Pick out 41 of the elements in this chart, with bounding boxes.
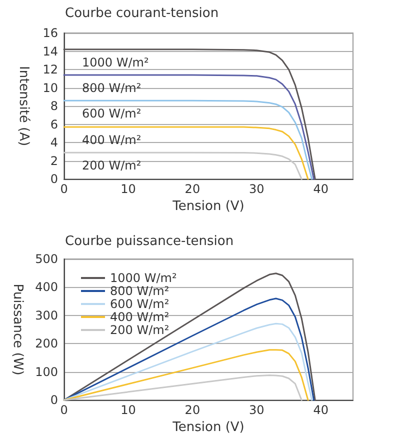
legend-label: 400 W/m²	[110, 310, 170, 324]
x-tick-label: 40	[313, 182, 329, 196]
x-tick-label: 30	[249, 182, 264, 196]
y-tick-label: 300	[35, 308, 58, 322]
chart-title: Courbe puissance-tension	[65, 234, 234, 249]
x-tick-label: 0	[60, 182, 68, 196]
x-tick-label: 30	[249, 403, 264, 418]
y-axis-title: Puissance (W)	[10, 284, 26, 376]
x-tick-label: 10	[120, 182, 136, 196]
x-tick-label: 20	[184, 403, 200, 418]
legend-label: 600 W/m²	[110, 297, 170, 311]
y-axis-title: Intensité (A)	[16, 66, 31, 146]
y-tick-label: 2	[50, 154, 58, 168]
y-tick-label: 12	[42, 62, 58, 77]
chart-title: Courbe courant-tension	[65, 6, 219, 21]
series-label: 200 W/m²	[82, 158, 142, 173]
x-tick-label: 10	[120, 403, 136, 418]
x-axis-title: Tension (V)	[172, 199, 244, 214]
y-tick-label: 400	[35, 280, 58, 294]
y-tick-label: 6	[50, 117, 58, 132]
x-tick-label: 0	[60, 403, 68, 418]
series-label: 400 W/m²	[82, 133, 142, 148]
x-tick-label: 20	[184, 182, 200, 196]
x-tick-label: 40	[313, 403, 329, 418]
legend-label: 200 W/m²	[110, 323, 170, 337]
y-tick-label: 4	[50, 136, 58, 150]
series-label: 600 W/m²	[82, 106, 142, 121]
x-axis-title: Tension (V)	[172, 420, 244, 435]
y-tick-label: 8	[50, 99, 58, 114]
y-tick-label: 0	[50, 393, 58, 408]
y-tick-label: 10	[42, 80, 58, 95]
y-tick-label: 500	[35, 252, 58, 266]
y-tick-label: 100	[35, 364, 58, 379]
legend-label: 800 W/m²	[110, 284, 170, 298]
y-tick-label: 14	[42, 44, 58, 58]
y-tick-label: 200	[35, 336, 58, 351]
y-tick-label: 0	[50, 172, 58, 186]
legend-label: 1000 W/m²	[110, 271, 177, 285]
series-label: 1000 W/m²	[82, 55, 149, 70]
y-tick-label: 16	[42, 26, 58, 40]
series-label: 800 W/m²	[82, 81, 142, 96]
